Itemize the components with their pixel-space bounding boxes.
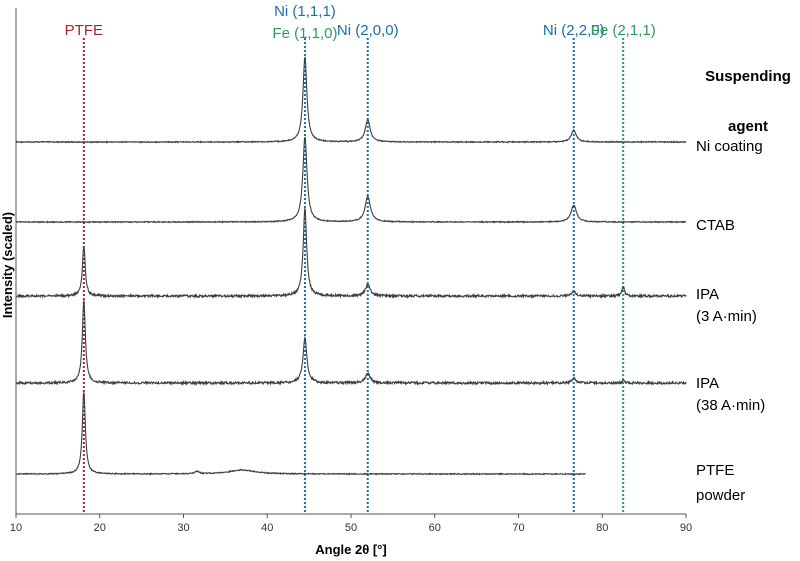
series-label: Ni coating [696, 138, 763, 155]
reference-label: Ni (2,2,0) [543, 22, 605, 39]
x-tick-label: 60 [429, 522, 441, 534]
y-axis-title: Intensity (scaled) [0, 212, 15, 318]
series-trace [15, 56, 687, 144]
series-label: IPA [696, 375, 719, 392]
x-tick-label: 30 [177, 522, 189, 534]
series-trace [15, 392, 586, 476]
series-label: (3 A·min) [696, 308, 757, 325]
reference-label: Ni (1,1,1) [274, 3, 336, 20]
series-label: PTFE [696, 462, 734, 479]
data-traces [15, 56, 687, 476]
trace-labels: Ni coating CTAB IPA (3 A·min) IPA (38 A·min) P… [696, 138, 765, 504]
reference-label: Fe (2,1,1) [591, 22, 656, 39]
x-axis-title: Angle 2θ [°] [315, 542, 386, 557]
legend-title: Suspending agent [705, 68, 791, 135]
series-label: (38 A·min) [696, 397, 765, 414]
series-label: CTAB [696, 217, 735, 234]
reference-labels: PTFE Ni (1,1,1) Fe (1,1,0) Ni (2,0,0) Ni (2,… [65, 3, 656, 42]
x-ticks: 10 20 30 40 50 60 70 80 90 [10, 514, 692, 534]
x-tick-label: 20 [94, 522, 106, 534]
axes [15, 8, 686, 515]
reference-lines [82, 38, 625, 514]
x-tick-label: 70 [512, 522, 524, 534]
series-trace [15, 207, 687, 300]
reference-label: PTFE [65, 22, 103, 39]
x-tick-label: 80 [596, 522, 608, 534]
x-tick-label: 40 [261, 522, 273, 534]
x-tick-label: 10 [10, 522, 22, 534]
legend-title-line-1: Suspending [705, 68, 791, 85]
reference-label: Fe (1,1,0) [272, 25, 337, 42]
series-trace [15, 300, 687, 387]
series-label: powder [696, 487, 745, 504]
series-trace [15, 137, 687, 224]
x-tick-label: 90 [680, 522, 692, 534]
x-tick-label: 50 [345, 522, 357, 534]
legend-title-line-2: agent [728, 118, 768, 135]
reference-label: Ni (2,0,0) [337, 22, 399, 39]
series-label: IPA [696, 286, 719, 303]
